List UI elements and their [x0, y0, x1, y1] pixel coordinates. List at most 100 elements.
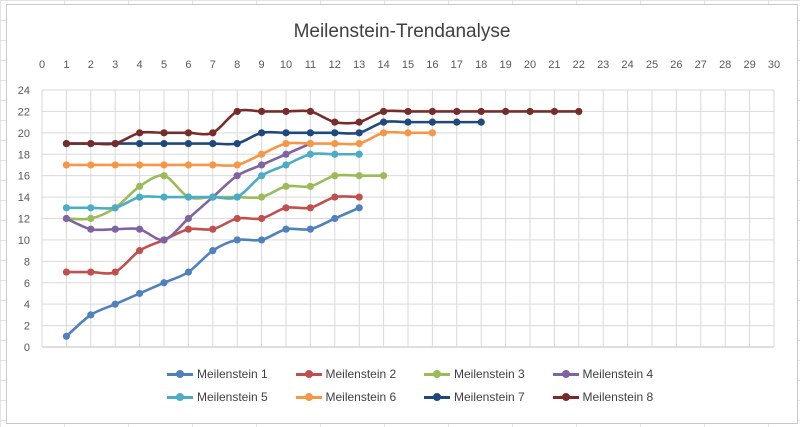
data-point-series-8: [233, 107, 241, 116]
legend-item: Meilenstein 8: [552, 390, 668, 404]
data-point-series-5: [209, 193, 217, 201]
y-tick-label: 16: [18, 171, 30, 183]
data-point-series-8: [136, 129, 144, 137]
data-point-series-8: [550, 107, 559, 116]
data-point-series-1: [184, 268, 192, 276]
data-point-series-7: [331, 129, 339, 137]
data-point-series-2: [184, 225, 192, 233]
legend-label: Meilenstein 7: [454, 390, 525, 404]
x-tick-label: 11: [305, 59, 316, 71]
data-point-series-5: [136, 193, 144, 201]
data-point-series-3: [136, 182, 144, 190]
data-point-series-1: [62, 332, 70, 340]
x-tick-label: 28: [719, 59, 731, 71]
y-tick-label: 12: [18, 214, 30, 226]
data-point-series-4: [160, 236, 168, 244]
x-tick-label: 10: [280, 59, 292, 71]
data-point-series-5: [331, 150, 339, 158]
data-point-series-8: [526, 107, 534, 116]
legend-label: Meilenstein 8: [582, 390, 654, 404]
data-point-series-2: [111, 268, 119, 276]
data-point-series-8: [87, 139, 95, 148]
x-tick-label: 2: [88, 59, 94, 71]
x-tick-label: 26: [670, 59, 682, 71]
y-tick-label: 4: [24, 299, 30, 311]
x-tick-label: 8: [234, 59, 240, 71]
data-point-series-1: [111, 300, 119, 308]
data-point-series-4: [184, 214, 192, 223]
data-point-series-2: [136, 247, 144, 255]
data-point-series-5: [233, 193, 241, 201]
data-point-series-5: [87, 204, 95, 212]
x-tick-label: 13: [353, 59, 365, 71]
legend-swatch: [424, 369, 450, 379]
data-point-series-8: [160, 129, 168, 137]
data-point-series-2: [209, 225, 217, 233]
data-point-series-8: [258, 107, 266, 116]
y-tick-label: 20: [18, 128, 30, 140]
chart-area[interactable]: Meilenstein-Trendanalyse 0 2 4 6 8 10 12 14 16 18…: [6, 4, 798, 424]
legend-swatch: [552, 392, 579, 402]
data-point-series-2: [306, 204, 314, 212]
data-point-series-3: [380, 172, 388, 180]
data-point-series-6: [355, 139, 363, 148]
series-line-8: [65, 108, 581, 146]
data-point-series-3: [331, 172, 339, 180]
legend-item: Meilenstein 4: [552, 367, 668, 381]
data-point-series-7: [160, 139, 168, 148]
data-point-series-8: [331, 118, 339, 126]
legend-item: Meilenstein 6: [295, 390, 411, 404]
data-point-series-3: [160, 172, 168, 180]
data-point-series-3: [355, 172, 363, 180]
data-point-series-6: [209, 161, 217, 169]
legend-item: Meilenstein 1: [167, 367, 282, 381]
data-point-series-7: [404, 118, 412, 126]
data-point-series-5: [306, 150, 314, 158]
x-tick-label: 23: [597, 59, 609, 71]
x-tick-label: 1: [63, 59, 69, 71]
data-point-series-7: [453, 118, 461, 126]
x-tick-label: 6: [185, 59, 191, 71]
legend-item: Meilenstein 3: [424, 367, 539, 381]
x-tick-label: 16: [426, 59, 438, 71]
x-tick-label: 27: [695, 59, 707, 71]
data-point-series-3: [258, 193, 266, 201]
legend-label: Meilenstein 2: [325, 367, 397, 381]
data-point-series-8: [111, 139, 119, 148]
legend-swatch: [424, 392, 450, 402]
data-point-series-7: [184, 139, 192, 148]
legend-label: Meilenstein 1: [197, 367, 268, 381]
data-point-series-6: [404, 129, 412, 137]
legend-item: Meilenstein 7: [424, 390, 539, 404]
data-point-series-1: [306, 225, 314, 233]
chart-title: Meilenstein-Trendanalyse: [293, 21, 511, 42]
data-point-series-6: [184, 161, 192, 169]
data-point-series-6: [380, 129, 388, 137]
legend-label: Meilenstein 4: [582, 367, 654, 381]
data-point-series-6: [160, 161, 168, 169]
x-tick-label: 21: [548, 59, 560, 71]
data-point-series-6: [258, 150, 266, 158]
y-tick-label: 2: [24, 321, 30, 333]
data-point-series-4: [111, 225, 119, 233]
data-point-series-3: [282, 182, 290, 190]
data-point-series-8: [355, 118, 363, 126]
legend-item: Meilenstein 5: [167, 390, 282, 404]
data-point-series-1: [160, 279, 168, 287]
data-point-series-7: [282, 129, 290, 137]
data-point-series-8: [428, 107, 436, 116]
x-tick-label: 7: [210, 59, 216, 71]
data-point-series-6: [428, 129, 436, 137]
data-point-series-4: [62, 214, 70, 223]
data-point-series-7: [306, 129, 314, 137]
data-point-series-7: [380, 118, 388, 126]
x-tick-label: 20: [524, 59, 536, 71]
y-tick-label: 0: [24, 342, 30, 354]
x-tick-label: 3: [112, 59, 118, 71]
data-point-series-5: [258, 172, 266, 180]
x-tick-label: 25: [646, 59, 658, 71]
x-tick-label: 24: [621, 59, 633, 71]
data-point-series-8: [575, 107, 583, 116]
legend-swatch: [552, 369, 579, 379]
